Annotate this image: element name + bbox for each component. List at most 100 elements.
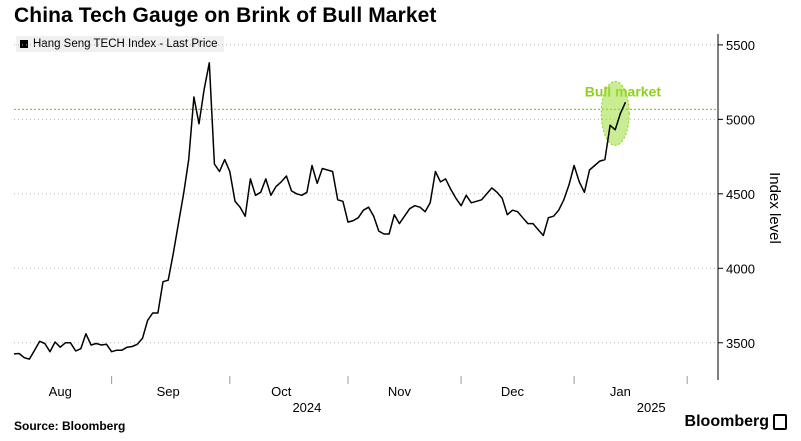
data-point-59 [316,183,318,185]
data-point-104 [548,217,550,219]
data-point-66 [352,220,354,222]
data-point-87 [460,205,462,207]
x-label-aug: Aug [49,384,72,399]
data-point-60 [322,168,324,170]
data-point-76 [404,215,406,217]
data-point-90 [476,201,478,203]
data-point-24 [137,344,139,346]
rally-highlight-ellipse [600,80,630,146]
data-point-64 [342,201,344,203]
data-point-119 [625,101,627,103]
data-point-85 [450,189,452,191]
brand-name: Bloomberg [684,413,769,430]
data-point-1 [18,353,20,355]
year-label-2024: 2024 [292,400,321,415]
data-point-2 [24,357,26,359]
data-point-26 [147,320,149,322]
data-point-58 [311,165,313,167]
data-point-5 [39,341,41,343]
data-point-29 [162,281,164,283]
data-point-71 [378,230,380,232]
data-point-80 [424,211,426,213]
data-point-52 [280,181,282,183]
data-point-14 [85,333,87,335]
data-point-19 [111,351,113,353]
data-point-96 [507,214,509,216]
data-point-115 [604,159,606,161]
data-point-98 [517,211,519,213]
data-point-25 [142,338,144,340]
data-point-41 [224,159,226,161]
data-point-32 [178,223,180,225]
data-point-72 [383,233,385,235]
data-point-114 [599,160,601,162]
data-point-16 [95,343,97,345]
data-point-99 [522,217,524,219]
data-point-42 [229,171,231,173]
legend-swatch [20,40,28,48]
data-point-61 [327,169,329,171]
data-point-30 [167,279,169,281]
data-point-111 [584,192,586,194]
data-point-28 [157,312,159,314]
data-point-0 [13,353,15,355]
data-point-37 [203,89,205,91]
data-point-77 [409,208,411,210]
data-point-89 [471,202,473,204]
data-point-65 [347,221,349,223]
data-point-3 [29,358,31,360]
data-point-8 [54,341,56,343]
data-point-86 [455,198,457,200]
data-point-54 [291,190,293,192]
data-point-62 [332,171,334,173]
data-point-118 [620,113,622,115]
data-point-112 [589,169,591,171]
data-point-23 [131,346,133,348]
x-label-oct: Oct [271,384,292,399]
data-point-73 [388,233,390,235]
data-point-113 [594,165,596,167]
x-label-nov: Nov [388,384,412,399]
y-tick-label-4000: 4000 [726,261,755,276]
data-point-102 [537,229,539,231]
data-point-45 [244,215,246,217]
data-point-109 [573,165,575,167]
data-point-38 [209,62,211,64]
y-tick-label-5500: 5500 [726,38,755,53]
data-point-47 [255,195,257,197]
data-point-12 [75,350,77,352]
data-point-93 [491,187,493,189]
series-line-hang-seng-tech [13,62,627,360]
data-point-57 [306,192,308,194]
data-point-18 [106,344,108,346]
data-point-68 [363,209,365,211]
data-point-82 [435,171,437,173]
data-point-92 [486,193,488,195]
x-label-sep: Sep [157,384,180,399]
year-label-2025: 2025 [637,400,666,415]
data-point-67 [358,217,360,219]
y-tick-label-5000: 5000 [726,112,755,127]
data-point-95 [501,198,503,200]
data-point-63 [337,199,339,201]
data-point-91 [481,199,483,201]
data-point-27 [152,312,154,314]
data-point-70 [373,215,375,217]
data-point-100 [527,223,529,225]
data-point-53 [286,175,288,177]
data-point-44 [239,206,241,208]
data-point-35 [193,96,195,98]
data-point-75 [399,223,401,225]
data-point-49 [265,178,267,180]
data-point-105 [553,215,555,217]
data-point-20 [116,349,118,351]
data-point-6 [44,343,46,345]
data-point-15 [90,344,92,346]
data-point-110 [579,181,581,183]
legend-label: Hang Seng TECH Index - Last Price [33,38,218,50]
brand-logo: Bloomberg [685,413,787,431]
data-point-9 [59,346,61,348]
data-point-97 [512,209,514,211]
data-point-33 [183,193,185,195]
